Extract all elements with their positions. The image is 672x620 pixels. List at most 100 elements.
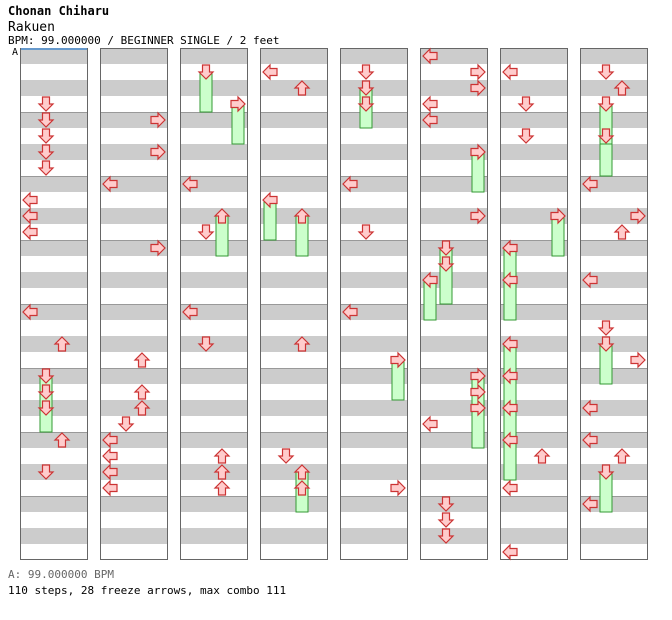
- beat-stripe: [180, 240, 248, 256]
- step-arrow-down: [197, 336, 215, 352]
- beat-stripe: [20, 352, 88, 368]
- column-frame: [340, 48, 408, 560]
- beat-stripe: [260, 208, 328, 224]
- column-frame: [260, 48, 328, 560]
- beat-stripe: [500, 384, 568, 400]
- beat-stripe: [420, 464, 488, 480]
- beat-stripe: [500, 256, 568, 272]
- beat-stripe: [100, 400, 168, 416]
- beat-stripe: [20, 368, 88, 384]
- beat-stripe: [500, 304, 568, 320]
- step-arrow-down: [277, 448, 295, 464]
- beat-stripe: [180, 288, 248, 304]
- beat-stripe: [180, 448, 248, 464]
- step-arrow-down: [37, 384, 55, 400]
- step-arrow-down: [437, 512, 455, 528]
- beat-stripe: [20, 64, 88, 80]
- beat-stripe: [100, 224, 168, 240]
- beat-stripe: [500, 48, 568, 64]
- beat-stripe: [580, 512, 648, 528]
- beat-stripe: [420, 176, 488, 192]
- step-arrow-right: [470, 143, 486, 161]
- beat-stripe: [580, 48, 648, 64]
- beat-stripe: [20, 384, 88, 400]
- beat-stripe: [20, 240, 88, 256]
- beat-stripe: [100, 192, 168, 208]
- beat-stripe: [340, 368, 408, 384]
- step-arrow-down: [37, 464, 55, 480]
- beat-stripe: [100, 272, 168, 288]
- step-arrow-left: [422, 111, 438, 129]
- beat-stripe: [580, 128, 648, 144]
- beat-stripe: [580, 96, 648, 112]
- beat-stripe: [260, 128, 328, 144]
- step-arrow-left: [422, 271, 438, 289]
- beat-stripe: [500, 112, 568, 128]
- beat-stripe: [180, 160, 248, 176]
- beat-stripe: [100, 368, 168, 384]
- step-arrow-left: [102, 175, 118, 193]
- beat-stripe: [260, 160, 328, 176]
- step-arrow-left: [582, 431, 598, 449]
- beat-stripe: [100, 256, 168, 272]
- beat-stripe: [260, 480, 328, 496]
- step-arrow-down: [117, 416, 135, 432]
- beat-stripe: [260, 464, 328, 480]
- beat-stripe: [340, 144, 408, 160]
- step-arrow-up: [533, 448, 551, 464]
- beat-stripe: [500, 160, 568, 176]
- beat-stripe: [100, 496, 168, 512]
- beat-stripe: [340, 400, 408, 416]
- beat-stripe: [180, 368, 248, 384]
- beat-stripe: [20, 80, 88, 96]
- beat-stripe: [580, 368, 648, 384]
- beat-stripe: [260, 224, 328, 240]
- step-arrow-down: [37, 112, 55, 128]
- beat-stripe: [260, 352, 328, 368]
- beat-stripe: [180, 464, 248, 480]
- step-arrow-left: [502, 63, 518, 81]
- beat-stripe: [420, 480, 488, 496]
- step-arrow-up: [213, 480, 231, 496]
- beat-stripe: [500, 512, 568, 528]
- beat-stripe: [20, 528, 88, 544]
- beat-stripe: [580, 480, 648, 496]
- step-arrow-up: [133, 352, 151, 368]
- beat-stripe: [420, 544, 488, 560]
- beat-stripe: [340, 48, 408, 64]
- step-arrow-up: [213, 208, 231, 224]
- beat-stripe: [500, 96, 568, 112]
- beat-stripe: [340, 544, 408, 560]
- beat-stripe: [20, 480, 88, 496]
- beat-stripe: [100, 48, 168, 64]
- beat-stripe: [180, 80, 248, 96]
- beat-stripe: [260, 496, 328, 512]
- beat-stripe: [340, 240, 408, 256]
- beat-stripe: [580, 112, 648, 128]
- beat-stripe: [260, 288, 328, 304]
- beat-stripe: [500, 144, 568, 160]
- beat-stripe: [20, 176, 88, 192]
- beat-stripe: [340, 320, 408, 336]
- beat-stripe: [20, 432, 88, 448]
- beat-stripe: [260, 448, 328, 464]
- beat-stripe: [260, 48, 328, 64]
- beat-stripe: [420, 512, 488, 528]
- beat-stripe: [260, 368, 328, 384]
- step-arrow-left: [502, 239, 518, 257]
- column-frame: [500, 48, 568, 560]
- step-arrow-left: [582, 175, 598, 193]
- beat-stripe: [420, 256, 488, 272]
- beat-stripe: [100, 80, 168, 96]
- beat-stripe: [500, 288, 568, 304]
- beat-stripe: [340, 496, 408, 512]
- beat-stripe: [340, 448, 408, 464]
- beat-stripe: [260, 304, 328, 320]
- step-arrow-right: [630, 351, 646, 369]
- beat-stripe: [420, 224, 488, 240]
- step-arrow-right: [150, 239, 166, 257]
- beat-stripe: [420, 448, 488, 464]
- step-arrow-right: [550, 207, 566, 225]
- step-arrow-left: [102, 463, 118, 481]
- beat-stripe: [580, 320, 648, 336]
